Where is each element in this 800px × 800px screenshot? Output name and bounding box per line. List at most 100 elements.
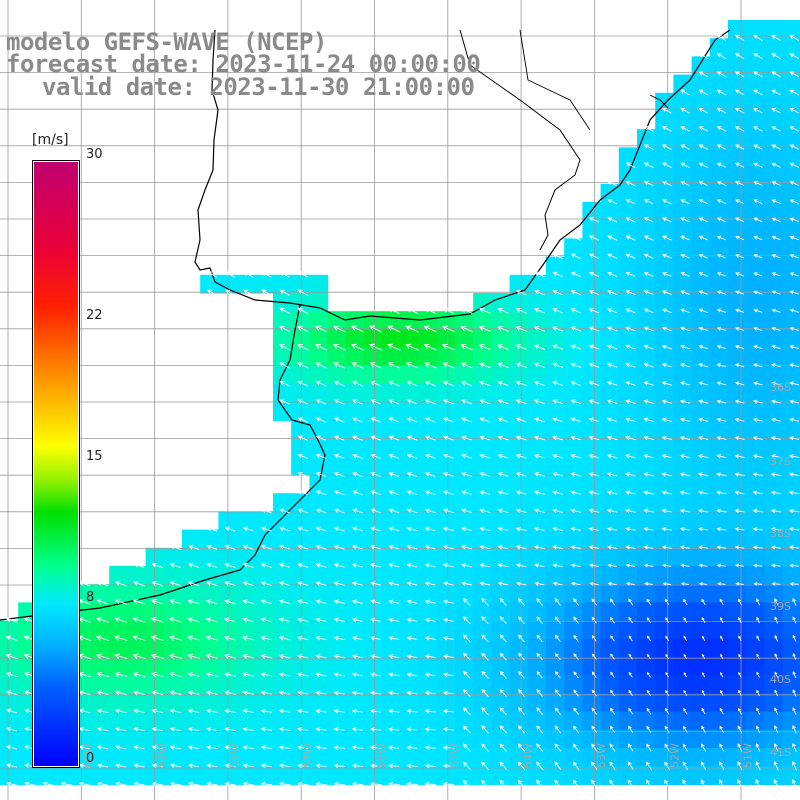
wind-arrow xyxy=(628,689,633,697)
wind-cell xyxy=(655,129,674,148)
wind-cell xyxy=(582,238,602,258)
wind-cell xyxy=(109,729,128,749)
wind-cell xyxy=(728,675,747,694)
wind-cell xyxy=(182,675,201,694)
wind-arrow xyxy=(771,253,781,259)
wind-arrow xyxy=(406,654,418,659)
wind-arrow xyxy=(515,526,527,532)
wind-cell xyxy=(0,638,19,658)
wind-cell xyxy=(418,384,438,403)
wind-cell xyxy=(273,602,292,622)
wind-arrow xyxy=(370,654,382,659)
wind-arrow xyxy=(606,435,618,441)
wind-arrow xyxy=(570,581,581,586)
wind-cell xyxy=(509,729,529,749)
wind-arrow xyxy=(461,380,473,387)
wind-cell xyxy=(309,384,329,403)
wind-cell xyxy=(691,638,711,658)
wind-arrow xyxy=(333,690,345,696)
wind-cell xyxy=(473,311,492,330)
wind-arrow xyxy=(698,235,708,241)
wind-arrow xyxy=(716,454,727,459)
wind-cell xyxy=(527,620,547,640)
wind-cell xyxy=(546,547,565,567)
wind-cell xyxy=(764,311,784,330)
wind-cell xyxy=(618,566,638,585)
wind-arrow xyxy=(789,53,800,59)
wind-cell xyxy=(564,329,583,349)
wind-cell xyxy=(364,384,383,403)
wind-cell xyxy=(400,365,420,385)
wind-cell xyxy=(728,256,747,276)
wind-arrow xyxy=(151,781,163,787)
wind-arrow xyxy=(497,453,509,459)
wind-cell xyxy=(637,347,656,367)
wind-arrow xyxy=(554,707,561,715)
wind-cell xyxy=(655,620,674,640)
wind-cell xyxy=(764,256,784,276)
wind-arrow xyxy=(497,472,509,477)
wind-cell xyxy=(109,602,128,622)
wind-cell xyxy=(400,547,420,567)
wind-arrow xyxy=(720,671,724,678)
wind-cell xyxy=(637,238,656,258)
wind-cell xyxy=(782,657,800,676)
wind-arrow xyxy=(662,126,672,132)
wind-arrow xyxy=(424,307,437,315)
wind-cell xyxy=(182,584,201,603)
wind-arrow xyxy=(351,635,363,641)
wind-cell xyxy=(509,620,529,640)
wind-cell xyxy=(345,547,365,567)
wind-arrow xyxy=(424,672,436,678)
wind-arrow xyxy=(424,526,436,532)
wind-arrow xyxy=(224,617,237,623)
wind-arrow xyxy=(643,563,654,568)
wind-cell xyxy=(291,748,310,767)
wind-arrow xyxy=(774,653,779,660)
wind-cell xyxy=(291,511,310,531)
wind-arrow xyxy=(169,580,182,587)
wind-cell xyxy=(400,402,420,421)
wind-cell xyxy=(782,438,800,458)
wind-arrow xyxy=(224,581,236,587)
wind-arrow xyxy=(115,726,127,732)
wind-arrow xyxy=(406,581,418,586)
wind-arrow xyxy=(716,162,727,168)
colorbar-tick-label: 8 xyxy=(86,589,95,605)
wind-arrow xyxy=(132,671,146,678)
wind-arrow xyxy=(442,727,454,732)
wind-cell xyxy=(709,547,729,567)
wind-cell xyxy=(746,274,765,294)
wind-arrow xyxy=(297,617,309,623)
wind-arrow xyxy=(370,617,382,623)
wind-arrow xyxy=(753,89,763,96)
wind-arrow xyxy=(406,763,418,769)
wind-cell xyxy=(382,675,401,694)
wind-arrow xyxy=(607,235,618,241)
wind-cell xyxy=(637,529,656,549)
wind-arrow xyxy=(753,235,763,241)
wind-arrow xyxy=(315,362,327,369)
wind-cell xyxy=(655,92,674,112)
wind-cell xyxy=(473,511,492,531)
wind-cell xyxy=(473,748,492,767)
wind-cell xyxy=(728,329,747,349)
wind-cell xyxy=(291,493,310,512)
wind-cell xyxy=(728,529,747,549)
wind-arrow xyxy=(169,599,182,605)
wind-arrow xyxy=(680,417,691,422)
wind-arrow xyxy=(315,654,327,659)
wind-cell xyxy=(746,402,765,421)
wind-cell xyxy=(509,475,529,494)
wind-cell xyxy=(400,438,420,458)
wind-arrow xyxy=(610,653,615,660)
wind-cell xyxy=(546,511,565,531)
wind-arrow xyxy=(352,471,363,477)
wind-cell xyxy=(491,693,511,713)
wind-cell xyxy=(273,584,292,603)
wind-cell xyxy=(345,475,365,494)
wind-cell xyxy=(382,475,401,494)
wind-arrow xyxy=(352,399,363,405)
wind-arrow xyxy=(716,527,727,532)
wind-arrow xyxy=(205,617,219,623)
